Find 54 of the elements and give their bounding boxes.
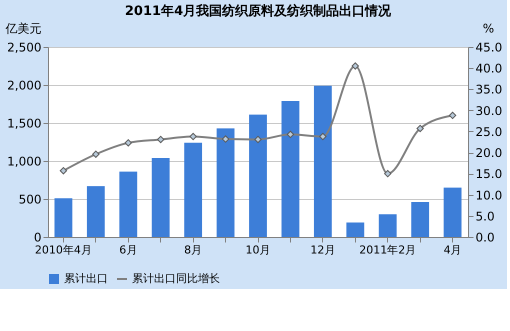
bar [184, 142, 202, 237]
legend-label: 累计出口 [64, 272, 108, 285]
bar [249, 114, 267, 237]
bar [86, 186, 105, 237]
bar [282, 100, 300, 237]
y2-tick-label: 15.0 [476, 167, 502, 182]
y2-tick-label: 40.0 [476, 62, 502, 76]
bar [119, 172, 138, 237]
x-tick-label: 2010年4月 [34, 244, 92, 256]
y-tick-label: 2,500 [7, 40, 42, 54]
y2-tick-label: 20.0 [476, 146, 502, 160]
point [60, 167, 68, 174]
bar [314, 86, 332, 237]
y-tick-label: 1,000 [7, 154, 42, 168]
y2-tick-label: 30.0 [476, 104, 502, 118]
y2-tick-label: 10.0 [476, 188, 502, 202]
bar [444, 188, 462, 237]
point [92, 150, 100, 158]
point [157, 136, 164, 144]
point [124, 139, 132, 147]
bar [216, 128, 234, 237]
x-tick-label: 6月 [119, 244, 138, 256]
legend-label: 累计出口同比增长 [132, 272, 220, 285]
y2-tick-label: 45.0 [476, 40, 502, 54]
y2-tick-label: 25.0 [476, 124, 502, 139]
bar [54, 198, 72, 237]
bar [378, 214, 397, 237]
y-tick-label: 2,000 [7, 78, 42, 92]
x-tick-label: 2011年2月 [359, 244, 416, 256]
x-tick-label: 8月 [184, 244, 202, 256]
y-axis-title: 亿美元 [4, 22, 42, 36]
point [254, 136, 262, 144]
y-tick-label: 1,500 [7, 116, 42, 130]
point [286, 130, 294, 138]
x-tick-label: 4月 [444, 244, 462, 256]
point [448, 112, 456, 120]
point [384, 170, 392, 178]
bar [346, 222, 364, 237]
x-tick-label: 10月 [246, 244, 270, 256]
point [319, 132, 327, 140]
point [189, 132, 197, 140]
y2-tick-label: 35.0 [476, 82, 502, 97]
y2-tick-label: 5.0 [476, 209, 495, 224]
y2-tick-label: 0.0 [476, 230, 495, 244]
point [352, 62, 359, 70]
point [222, 135, 230, 143]
y-tick-label: 0 [34, 230, 42, 244]
y-tick-label: 500 [18, 192, 42, 206]
bar [152, 158, 170, 237]
point [416, 124, 424, 132]
bar [411, 202, 430, 237]
y2-axis-title: % [482, 22, 494, 36]
x-tick-label: 12月 [310, 244, 336, 256]
chart-title: 2011年4月我国纺织原料及纺织制品出口情况 [124, 3, 392, 19]
